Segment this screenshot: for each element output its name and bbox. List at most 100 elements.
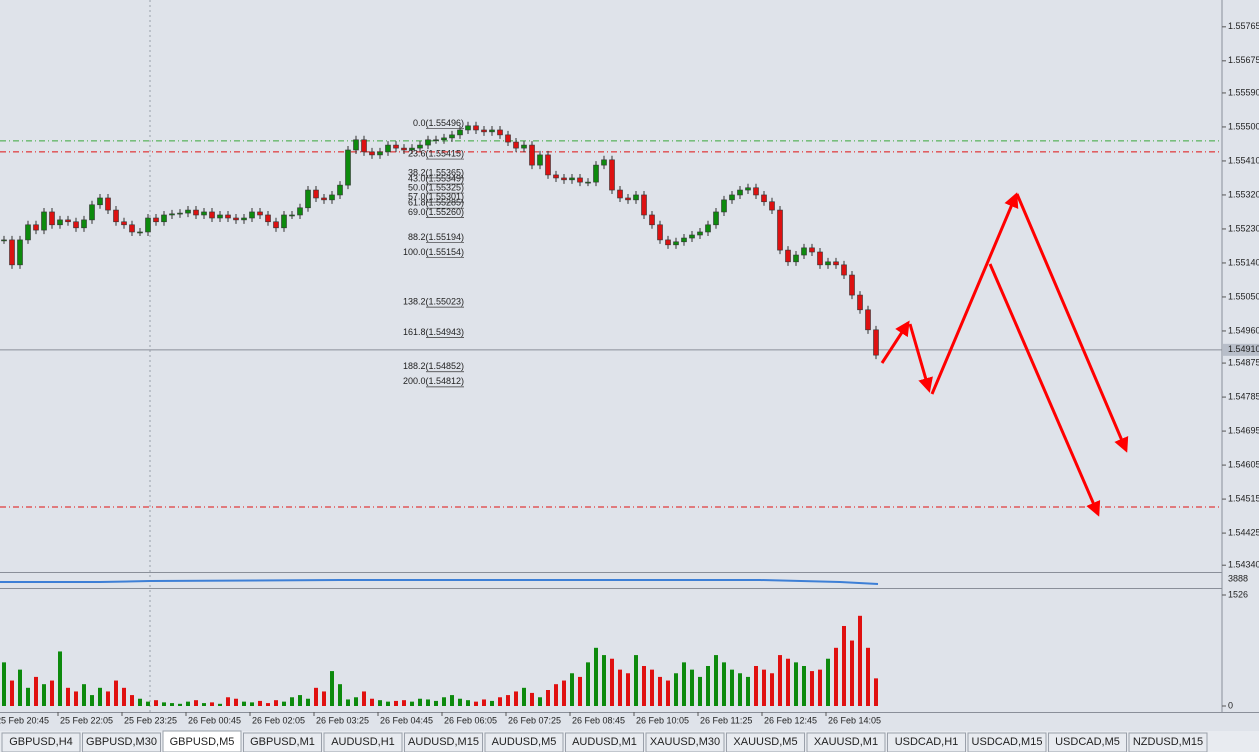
tab[interactable]: XAUUSD,M1 xyxy=(806,732,886,752)
tab[interactable]: GBPUSD,M1 xyxy=(243,732,322,752)
volume-bar xyxy=(210,702,214,706)
price-label: 1.55050 xyxy=(1228,291,1259,301)
volume-bar xyxy=(242,701,246,706)
tab[interactable]: NZDUSD,M15 xyxy=(1128,732,1208,752)
tab-label[interactable]: XAUUSD,M1 xyxy=(814,736,878,748)
tab-label[interactable]: AUDUSD,M15 xyxy=(408,736,479,748)
tab-label[interactable]: GBPUSD,M1 xyxy=(250,736,315,748)
tab-label[interactable]: XAUUSD,M30 xyxy=(650,736,720,748)
current-price-label: 1.54910 xyxy=(1228,344,1259,354)
volume-bar xyxy=(426,699,430,706)
volume-bar xyxy=(82,684,86,706)
volume-bar xyxy=(162,702,166,706)
volume-bar xyxy=(106,691,110,706)
tab-label[interactable]: AUDUSD,M5 xyxy=(492,736,557,748)
candle-body xyxy=(305,189,311,209)
tab[interactable]: GBPUSD,M5 xyxy=(162,730,242,752)
tab[interactable]: XAUUSD,M30 xyxy=(645,732,725,752)
volume-bar xyxy=(42,684,46,706)
candle-body xyxy=(385,144,391,153)
tab-label[interactable]: NZDUSD,M15 xyxy=(1133,736,1203,748)
volume-bar xyxy=(618,669,622,706)
fibo-label: 23.6(1.55415) xyxy=(408,148,464,158)
arrow xyxy=(930,192,1019,395)
candle-body xyxy=(625,197,631,201)
candle-body xyxy=(713,211,719,226)
candle-body xyxy=(529,144,535,166)
tab[interactable]: USDCAD,M15 xyxy=(967,732,1047,752)
candle-body xyxy=(9,239,15,266)
volume-bar xyxy=(170,703,174,706)
candle-body xyxy=(569,177,575,181)
tab-label[interactable]: GBPUSD,M30 xyxy=(86,736,157,748)
tab-label[interactable]: USDCAD,M15 xyxy=(972,736,1043,748)
volume-panel: 1526 0 xyxy=(2,589,1248,710)
arrow xyxy=(908,323,933,393)
tab-label[interactable]: GBPUSD,M5 xyxy=(170,736,235,748)
candle-body xyxy=(241,217,247,221)
volume-bar xyxy=(322,691,326,706)
candle-body xyxy=(641,194,647,216)
fibo-label: 161.8(1.54943) xyxy=(403,327,464,337)
tab-background xyxy=(243,732,322,752)
tab[interactable]: AUDUSD,M15 xyxy=(404,732,483,752)
candle-body xyxy=(561,177,567,181)
candle-body xyxy=(297,207,303,216)
tab-label[interactable]: AUDUSD,H1 xyxy=(331,736,395,748)
time-label: 26 Feb 14:05 xyxy=(828,715,881,725)
tab-label[interactable]: GBPUSD,H4 xyxy=(9,736,73,748)
candle-body xyxy=(585,181,591,184)
volume-label: 0 xyxy=(1228,700,1233,710)
volume-bar xyxy=(66,687,70,706)
tab-label[interactable]: USDCAD,M5 xyxy=(1055,736,1120,748)
candle-body xyxy=(145,217,151,233)
volume-bar xyxy=(250,702,254,706)
candle-body xyxy=(577,177,583,183)
volume-bar xyxy=(466,700,470,706)
volume-bar xyxy=(234,698,238,706)
fibo-label: 100.0(1.55154) xyxy=(403,247,464,257)
tab-label[interactable]: XAUUSD,M5 xyxy=(733,736,797,748)
volume-bar xyxy=(394,700,398,706)
candle-body xyxy=(1,239,7,242)
volume-bar xyxy=(450,695,454,706)
candle-body xyxy=(457,129,463,136)
tab[interactable]: AUDUSD,H1 xyxy=(323,732,403,752)
volume-bar xyxy=(186,701,190,706)
volume-bar xyxy=(714,655,718,706)
volume-bar xyxy=(2,662,6,706)
candle-body xyxy=(65,219,71,223)
candle-body xyxy=(857,294,863,311)
candle-body xyxy=(777,209,783,251)
tab[interactable]: XAUUSD,M5 xyxy=(726,732,805,752)
tab[interactable]: GBPUSD,H4 xyxy=(1,732,81,752)
volume-bar xyxy=(586,662,590,706)
tab-label[interactable]: AUDUSD,M1 xyxy=(572,736,637,748)
volume-bar xyxy=(314,687,318,706)
candle-body xyxy=(721,199,727,213)
candle-body xyxy=(49,211,55,226)
tab[interactable]: GBPUSD,M30 xyxy=(82,732,161,752)
tab-label[interactable]: USDCAD,H1 xyxy=(895,736,959,748)
candle-body xyxy=(161,214,167,223)
volume-bar xyxy=(786,658,790,706)
fibo-label: 138.2(1.55023) xyxy=(403,297,464,307)
fibo-label: 88.2(1.55194) xyxy=(408,232,464,242)
candle-body xyxy=(617,189,623,199)
tab[interactable]: AUDUSD,M1 xyxy=(565,732,644,752)
tab[interactable]: AUDUSD,M5 xyxy=(484,732,564,752)
candle-body xyxy=(833,261,839,266)
candle-body xyxy=(313,189,319,199)
volume-bar xyxy=(282,701,286,706)
candle-body xyxy=(73,221,79,229)
time-label: 25 Feb 23:25 xyxy=(124,715,177,725)
tab[interactable]: USDCAD,M5 xyxy=(1048,732,1127,752)
candle-body xyxy=(809,247,815,253)
volume-bar xyxy=(650,669,654,706)
volume-bar xyxy=(578,676,582,706)
volume-bar xyxy=(626,673,630,706)
tab[interactable]: USDCAD,H1 xyxy=(887,732,966,752)
time-label: 26 Feb 08:45 xyxy=(572,715,625,725)
volume-bar xyxy=(522,687,526,706)
